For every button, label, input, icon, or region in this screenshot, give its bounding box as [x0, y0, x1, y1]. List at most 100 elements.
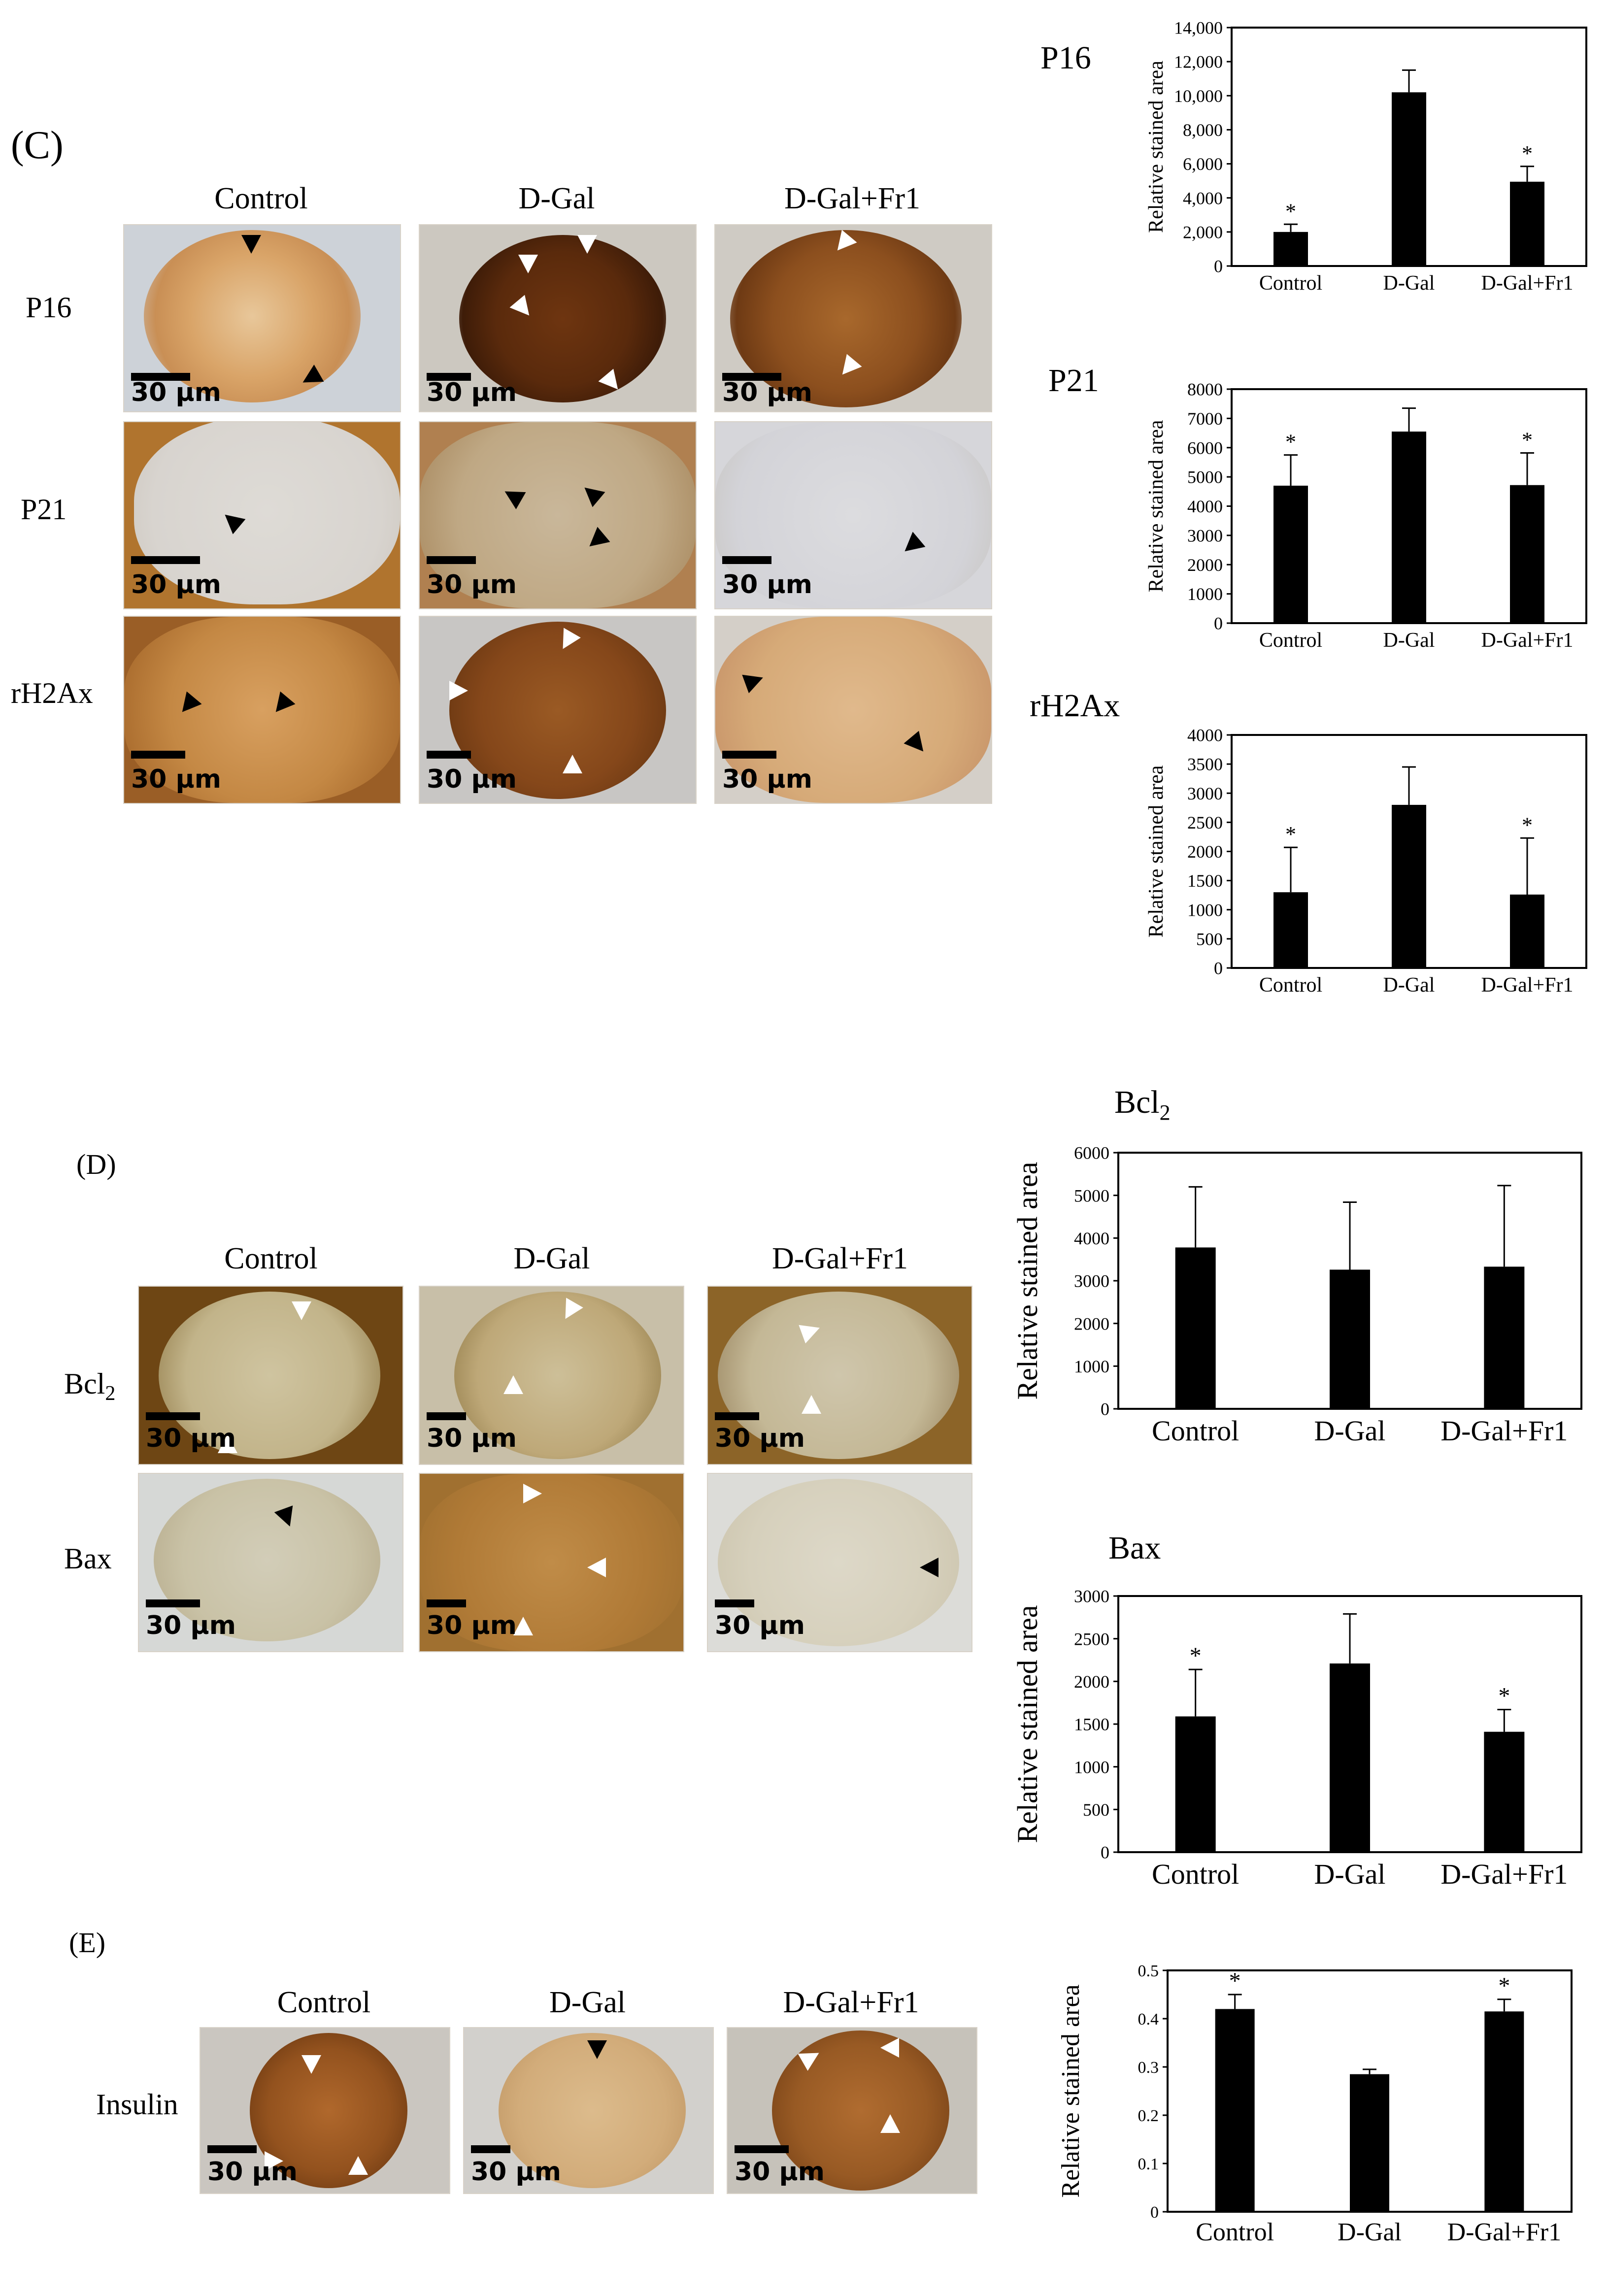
- y-tick-label: 2500: [1074, 1629, 1109, 1649]
- y-tick-label: 0.2: [1138, 2107, 1159, 2125]
- y-tick-label: 1000: [1074, 1757, 1109, 1777]
- micrograph-bax-control: 30 μm: [138, 1473, 403, 1652]
- chart-insulin: 0 0.1 0.2 0.3 0.4 0.5 Relative stained area * Co…: [1057, 1962, 1573, 2246]
- col-label-dgal-d: D-Gal: [513, 1242, 590, 1275]
- row-label-bcl2-sub: 2: [105, 1382, 116, 1405]
- y-axis-label: Relative stained area: [1145, 420, 1168, 592]
- y-tick-label: 1500: [1074, 1715, 1109, 1734]
- col-label-dgalfr1-d: D-Gal+Fr1: [771, 1242, 908, 1275]
- scale-label: 30 μm: [146, 1424, 236, 1453]
- y-tick-label: 2000: [1187, 842, 1223, 862]
- x-category-label: D-Gal: [1314, 1858, 1386, 1890]
- significance-marker: *: [1285, 430, 1296, 454]
- y-tick-label: 8,000: [1183, 120, 1223, 140]
- y-tick-label: 0: [1101, 1843, 1109, 1863]
- significance-marker: *: [1522, 428, 1533, 452]
- scale-label: 30 μm: [735, 2157, 825, 2187]
- micrograph-insulin-dgalfr1: 30 μm: [727, 2027, 977, 2194]
- significance-marker: *: [1229, 1968, 1241, 1994]
- micrograph-bcl2-dgalfr1: 30 μm: [707, 1286, 972, 1465]
- chart-title-bax: Bax: [1108, 1530, 1161, 1566]
- significance-marker: *: [1190, 1643, 1202, 1669]
- y-tick-label: 0: [1214, 959, 1223, 978]
- chart-title-bcl2-sub: 2: [1159, 1100, 1171, 1125]
- scale-label: 30 μm: [146, 1611, 236, 1640]
- scale-label: 30 μm: [715, 1611, 805, 1640]
- bar-d-gal-fr1: [1484, 2011, 1524, 2212]
- significance-marker: *: [1522, 141, 1533, 166]
- micrograph-bcl2-dgal: 30 μm: [419, 1286, 684, 1465]
- bar-d-gal: [1392, 432, 1426, 623]
- y-axis-label: Relative stained area: [1145, 61, 1168, 233]
- bar-control: [1273, 485, 1308, 623]
- y-tick-label: 0.5: [1138, 1962, 1159, 1980]
- x-category-label: D-Gal: [1383, 629, 1435, 652]
- chart-title-p16: P16: [1040, 40, 1091, 76]
- bar-d-gal: [1330, 1269, 1370, 1409]
- y-tick-label: 5000: [1074, 1186, 1109, 1205]
- y-tick-label: 14,000: [1174, 18, 1223, 38]
- x-category-label: D-Gal: [1383, 974, 1435, 997]
- y-axis-label: Relative stained area: [1011, 1162, 1043, 1399]
- x-category-label: D-Gal+Fr1: [1481, 272, 1574, 295]
- y-tick-label: 500: [1196, 929, 1223, 949]
- y-tick-label: 7000: [1187, 409, 1223, 429]
- bar-control: [1273, 892, 1308, 968]
- micrograph-rh2ax-dgalfr1: 30 μm: [714, 616, 992, 804]
- y-tick-label: 4000: [1074, 1229, 1109, 1248]
- chart-title-bcl2-text: Bcl: [1114, 1084, 1160, 1120]
- scale-label: 30 μm: [207, 2157, 298, 2187]
- y-tick-label: 1000: [1187, 900, 1223, 920]
- bar-d-gal: [1330, 1663, 1370, 1852]
- y-axis-label: Relative stained area: [1057, 1984, 1085, 2197]
- y-tick-label: 6000: [1187, 438, 1223, 458]
- row-label-bax: Bax: [64, 1542, 112, 1575]
- bar-d-gal: [1350, 2074, 1389, 2212]
- y-tick-label: 3000: [1074, 1587, 1109, 1606]
- significance-marker: *: [1285, 822, 1296, 846]
- y-tick-label: 0: [1214, 257, 1223, 276]
- scale-label: 30 μm: [715, 1424, 805, 1453]
- col-label-control-c: Control: [214, 182, 308, 215]
- panel-letter-e: (E): [69, 1927, 106, 1959]
- scale-label: 30 μm: [427, 1424, 517, 1453]
- micrograph-p21-control: 30 μm: [123, 421, 401, 609]
- y-tick-label: 3000: [1187, 784, 1223, 803]
- x-category-label: Control: [1259, 974, 1322, 997]
- x-category-label: D-Gal+Fr1: [1481, 629, 1574, 652]
- micrograph-p16-dgal: 30 μm: [419, 224, 697, 412]
- x-category-label: D-Gal: [1314, 1415, 1386, 1447]
- y-tick-label: 4000: [1187, 726, 1223, 745]
- chart-title-p21: P21: [1048, 363, 1099, 399]
- y-axis-label: Relative stained area: [1011, 1605, 1043, 1843]
- y-tick-label: 0.3: [1138, 2059, 1159, 2077]
- chart-title-bcl2: Bcl2: [1114, 1084, 1171, 1125]
- scale-label: 30 μm: [471, 2157, 561, 2187]
- y-tick-label: 2000: [1187, 555, 1223, 575]
- bar-d-gal-fr1: [1510, 181, 1544, 266]
- micrograph-bax-dgal: 30 μm: [419, 1473, 684, 1652]
- col-label-dgal-e: D-Gal: [549, 1986, 626, 2019]
- scale-label: 30 μm: [427, 1611, 517, 1640]
- bar-d-gal-fr1: [1484, 1266, 1525, 1409]
- chart-p21: 0 1000 2000 3000 4000 5000 6000 7000 8000 Relativ…: [1145, 380, 1587, 652]
- y-axis-label: Relative stained area: [1145, 765, 1168, 937]
- scale-label: 30 μm: [722, 765, 812, 794]
- y-tick-label: 1000: [1187, 584, 1223, 604]
- bar-control: [1273, 232, 1308, 266]
- scale-label: 30 μm: [131, 765, 221, 794]
- y-tick-label: 4,000: [1183, 188, 1223, 208]
- x-category-label: D-Gal+Fr1: [1481, 974, 1574, 997]
- y-tick-label: 0: [1214, 614, 1223, 633]
- col-label-control-d: Control: [224, 1242, 318, 1275]
- scale-label: 30 μm: [131, 570, 221, 599]
- micrograph-rh2ax-dgal: 30 μm: [419, 616, 697, 804]
- y-tick-label: 8000: [1187, 380, 1223, 399]
- scale-label: 30 μm: [427, 570, 517, 599]
- micrograph-p21-dgal: 30 μm: [419, 421, 697, 609]
- row-label-bcl2: Bcl2: [64, 1367, 115, 1405]
- bar-control: [1175, 1716, 1216, 1852]
- y-tick-label: 2000: [1074, 1672, 1109, 1692]
- y-tick-label: 0: [1101, 1399, 1109, 1419]
- y-tick-label: 6,000: [1183, 154, 1223, 174]
